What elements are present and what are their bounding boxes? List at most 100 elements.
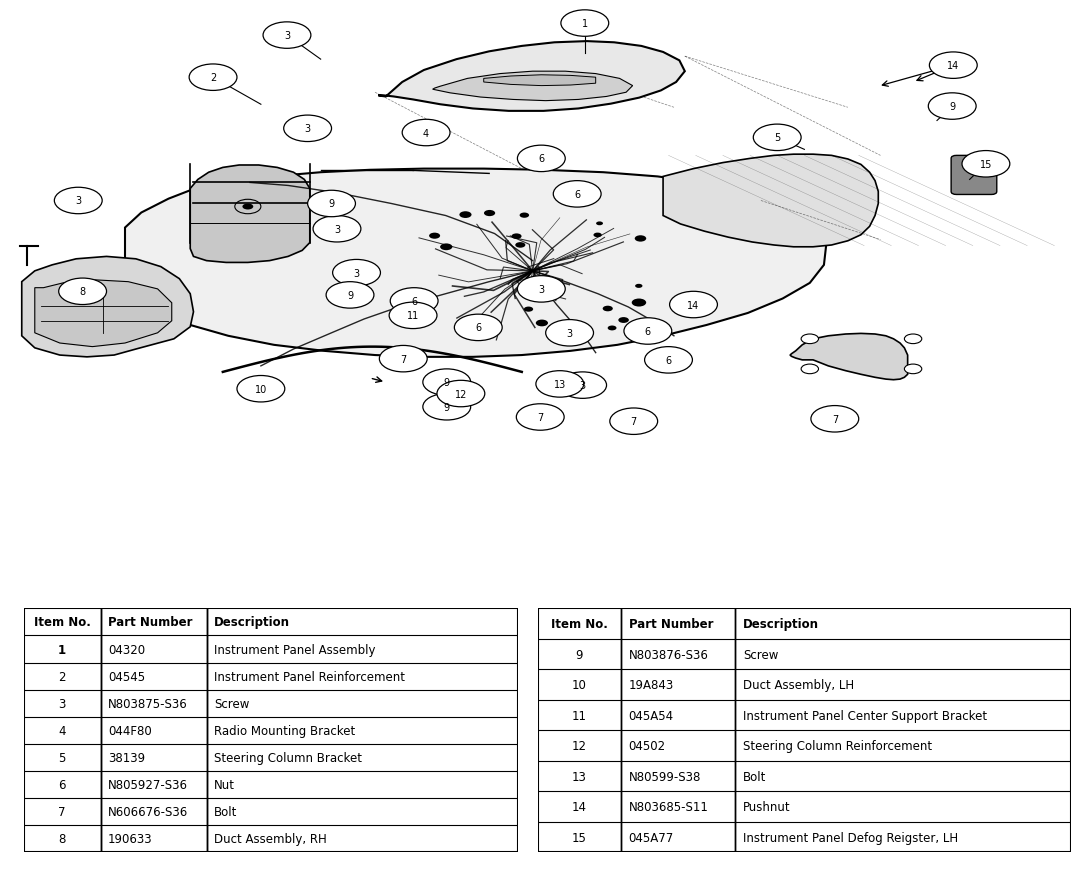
Circle shape [559, 373, 607, 399]
Text: 2: 2 [59, 670, 66, 683]
Circle shape [553, 182, 601, 208]
Circle shape [561, 11, 609, 37]
Text: Duct Assembly, LH: Duct Assembly, LH [744, 678, 854, 691]
Text: N606676-S36: N606676-S36 [108, 805, 188, 818]
Text: 2: 2 [210, 73, 216, 83]
Circle shape [801, 335, 819, 345]
Circle shape [624, 318, 672, 345]
Text: 12: 12 [572, 739, 587, 752]
Text: 190633: 190633 [108, 832, 152, 845]
Text: Pushnut: Pushnut [744, 800, 790, 813]
Circle shape [520, 213, 529, 218]
Polygon shape [378, 42, 685, 111]
Circle shape [512, 234, 522, 239]
Circle shape [237, 376, 285, 403]
Circle shape [904, 365, 922, 374]
Text: Screw: Screw [214, 697, 250, 710]
Text: 3: 3 [579, 381, 586, 390]
Text: N805927-S36: N805927-S36 [108, 778, 188, 791]
Circle shape [516, 404, 564, 431]
Text: 3: 3 [334, 225, 340, 234]
Text: 9: 9 [443, 403, 450, 412]
Text: Instrument Panel Defog Reigster, LH: Instrument Panel Defog Reigster, LH [744, 831, 959, 844]
Circle shape [437, 381, 485, 407]
Circle shape [596, 222, 603, 226]
Circle shape [962, 152, 1010, 178]
Text: Instrument Panel Center Support Bracket: Instrument Panel Center Support Bracket [744, 709, 987, 722]
Circle shape [333, 260, 380, 287]
Text: Part Number: Part Number [628, 617, 713, 631]
Text: 3: 3 [59, 697, 66, 710]
Circle shape [608, 326, 616, 331]
Text: 9: 9 [949, 102, 955, 112]
Polygon shape [790, 334, 908, 381]
Text: 04545: 04545 [108, 670, 146, 683]
Text: 9: 9 [328, 199, 335, 210]
FancyBboxPatch shape [951, 156, 997, 196]
Text: 6: 6 [665, 355, 672, 366]
Circle shape [54, 188, 102, 215]
Text: 3: 3 [284, 31, 290, 41]
Text: 3: 3 [304, 125, 311, 134]
Text: 15: 15 [572, 831, 587, 844]
Circle shape [632, 299, 646, 307]
Circle shape [389, 303, 437, 329]
Text: 13: 13 [553, 380, 566, 389]
Text: 10: 10 [572, 678, 587, 691]
Circle shape [284, 116, 332, 142]
Circle shape [670, 292, 717, 318]
Text: 9: 9 [347, 290, 353, 301]
Polygon shape [35, 281, 172, 347]
Circle shape [440, 244, 452, 251]
Polygon shape [433, 72, 633, 102]
Text: N803685-S11: N803685-S11 [628, 800, 709, 813]
Polygon shape [125, 169, 826, 358]
Circle shape [524, 307, 533, 312]
Text: 3: 3 [353, 268, 360, 278]
Circle shape [263, 23, 311, 49]
Circle shape [904, 335, 922, 345]
Text: 04320: 04320 [108, 643, 146, 656]
Text: 5: 5 [59, 751, 66, 764]
Text: Duct Assembly, RH: Duct Assembly, RH [214, 832, 327, 845]
Text: 045A54: 045A54 [628, 709, 674, 722]
Circle shape [929, 53, 977, 79]
Text: 4: 4 [59, 724, 66, 737]
Circle shape [59, 279, 107, 305]
Text: Instrument Panel Assembly: Instrument Panel Assembly [214, 643, 376, 656]
Text: 6: 6 [574, 189, 580, 200]
Text: 7: 7 [630, 417, 637, 427]
Text: 8: 8 [59, 832, 66, 845]
Text: Item No.: Item No. [34, 616, 90, 629]
Circle shape [379, 346, 427, 373]
Text: Part Number: Part Number [108, 616, 192, 629]
Circle shape [928, 94, 976, 120]
Text: 14: 14 [572, 800, 587, 813]
Circle shape [554, 328, 565, 334]
Text: 12: 12 [454, 389, 467, 399]
Text: 9: 9 [443, 378, 450, 388]
Circle shape [610, 409, 658, 435]
Text: 3: 3 [75, 196, 82, 206]
Text: Bolt: Bolt [214, 805, 238, 818]
Text: 044F80: 044F80 [108, 724, 152, 737]
Text: 11: 11 [572, 709, 587, 722]
Circle shape [429, 233, 440, 239]
Circle shape [529, 292, 537, 296]
Circle shape [635, 236, 647, 242]
Text: 19A843: 19A843 [628, 678, 674, 691]
Text: N803875-S36: N803875-S36 [108, 697, 188, 710]
Circle shape [517, 276, 565, 303]
Circle shape [472, 317, 480, 323]
Text: 045A77: 045A77 [628, 831, 674, 844]
Circle shape [484, 210, 496, 217]
Circle shape [454, 315, 502, 341]
Circle shape [536, 371, 584, 397]
Text: 13: 13 [572, 770, 587, 783]
Text: Nut: Nut [214, 778, 235, 791]
Text: Steering Column Bracket: Steering Column Bracket [214, 751, 362, 764]
Text: 38139: 38139 [108, 751, 146, 764]
Circle shape [423, 369, 471, 396]
Circle shape [619, 317, 629, 324]
Text: N803876-S36: N803876-S36 [628, 648, 709, 661]
